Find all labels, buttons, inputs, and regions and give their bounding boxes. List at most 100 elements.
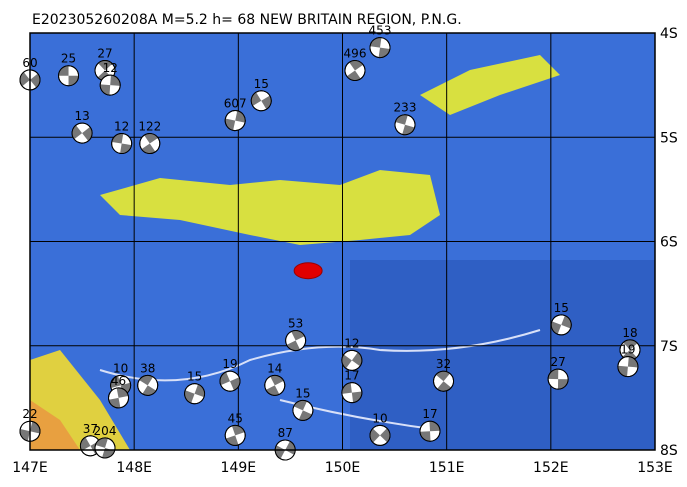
beachball-quadrant — [346, 70, 361, 81]
beachball-quadrant — [429, 421, 440, 432]
focal-mechanism — [550, 314, 572, 336]
focal-mechanism — [139, 133, 161, 155]
beachball-quadrant — [111, 133, 124, 144]
focal-mechanism — [58, 65, 80, 87]
focal-mechanism — [99, 74, 121, 96]
beachball-quadrant — [108, 397, 121, 408]
beachball-quadrant — [420, 431, 431, 442]
beachball-edge — [139, 133, 161, 155]
depth-label: 15 — [295, 386, 310, 400]
lon-label: 147E — [12, 460, 48, 476]
land — [420, 55, 560, 115]
land — [100, 170, 440, 245]
focal-mechanism — [341, 382, 363, 404]
focal-mechanism — [292, 399, 314, 421]
depth-label: 19 — [222, 357, 237, 371]
depth-label: 12 — [344, 336, 359, 350]
beachball-quadrant — [285, 441, 296, 455]
beachball-quadrant — [116, 387, 129, 398]
focal-mechanism — [137, 374, 159, 396]
beachball-quadrant — [261, 95, 272, 110]
lat-label: 4S — [660, 26, 678, 42]
depth-label: 18 — [622, 326, 637, 340]
depth-label: 37 — [83, 422, 98, 436]
beachball-quadrant — [68, 75, 79, 86]
depth-label: 15 — [554, 301, 569, 315]
beachball-quadrant — [291, 330, 305, 341]
trench — [99, 329, 541, 382]
depth-label: 19 — [620, 343, 635, 357]
beachball-edge — [550, 314, 572, 336]
beachball-edge — [341, 349, 363, 371]
lat-label: 8S — [660, 443, 678, 459]
focal-mechanism — [341, 349, 363, 371]
lon-label: 153E — [637, 460, 673, 476]
lon-label: 148E — [116, 460, 152, 476]
beachball-quadrant — [627, 356, 638, 368]
focal-mechanism — [344, 60, 366, 82]
beachball-edge — [369, 37, 391, 59]
beachball-edge — [224, 110, 246, 132]
beachball-quadrant — [58, 65, 69, 76]
beachball-quadrant — [30, 73, 40, 88]
depth-label: 15 — [254, 77, 269, 91]
beachball-edge — [19, 420, 41, 442]
beachball-edge — [219, 370, 241, 392]
depth-label: 12 — [103, 61, 118, 75]
lon-label: 149E — [221, 460, 257, 476]
depth-label: 38 — [140, 361, 155, 375]
focal-mechanism — [433, 370, 455, 392]
title: E202305260208A M=5.2 h= 68 NEW BRITAIN R… — [32, 12, 462, 28]
beachball-quadrant — [349, 60, 364, 71]
beachball-edge — [137, 374, 159, 396]
lon-label: 151E — [429, 460, 465, 476]
beachball-quadrant — [141, 143, 156, 154]
beachball-edge — [433, 370, 455, 392]
beachball-quadrant — [225, 118, 236, 131]
beachball-quadrant — [378, 47, 390, 58]
beachball-quadrant — [623, 339, 638, 350]
depth-label: 12 — [114, 120, 129, 134]
depth-label: 27 — [97, 47, 112, 61]
beachball-edge — [264, 374, 286, 396]
depth-label: 27 — [550, 355, 565, 369]
depth-label: 10 — [113, 361, 128, 375]
beachball-quadrant — [275, 445, 286, 459]
beachball-edge — [71, 122, 93, 144]
focal-mechanism — [71, 122, 93, 144]
beachball-edge — [19, 69, 41, 91]
beachball-quadrant — [251, 92, 262, 106]
depth-label: 13 — [74, 109, 89, 123]
lon-label: 152E — [533, 460, 569, 476]
beachball-edge — [619, 339, 641, 361]
focal-mechanism — [184, 383, 206, 405]
depth-label: 453 — [369, 24, 392, 38]
beachball-quadrant — [144, 133, 159, 144]
beachball-quadrant — [380, 428, 390, 443]
beachball-quadrant — [548, 369, 559, 380]
land — [30, 400, 80, 450]
beachball-edge — [58, 65, 80, 87]
beachball-edge — [369, 424, 391, 446]
depth-label: 87 — [278, 426, 293, 440]
focal-mechanism — [111, 133, 133, 155]
beachball-quadrant — [235, 110, 246, 123]
beachball-edge — [617, 356, 639, 378]
depth-label: 32 — [436, 357, 451, 371]
focal-mechanism — [547, 368, 569, 390]
beachball-quadrant — [110, 75, 121, 86]
beachball-edge — [274, 439, 296, 461]
focal-mechanism — [264, 374, 286, 396]
beachball-quadrant — [80, 437, 91, 451]
beachball-edge — [394, 114, 416, 136]
beachball-edge — [108, 387, 130, 409]
beachball-quadrant — [351, 391, 362, 403]
focal-mechanism — [394, 114, 416, 136]
beachball-quadrant — [286, 340, 301, 351]
beachball-edge — [292, 399, 314, 421]
beachball-quadrant — [437, 381, 452, 392]
beachball-quadrant — [351, 352, 362, 367]
beachball-quadrant — [293, 400, 307, 411]
frame — [29, 32, 656, 451]
depth-label: 10 — [372, 411, 387, 425]
